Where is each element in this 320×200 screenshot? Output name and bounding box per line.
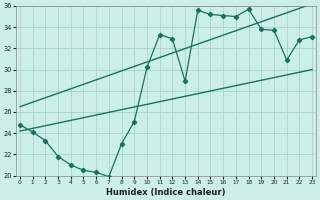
X-axis label: Humidex (Indice chaleur): Humidex (Indice chaleur): [106, 188, 226, 197]
